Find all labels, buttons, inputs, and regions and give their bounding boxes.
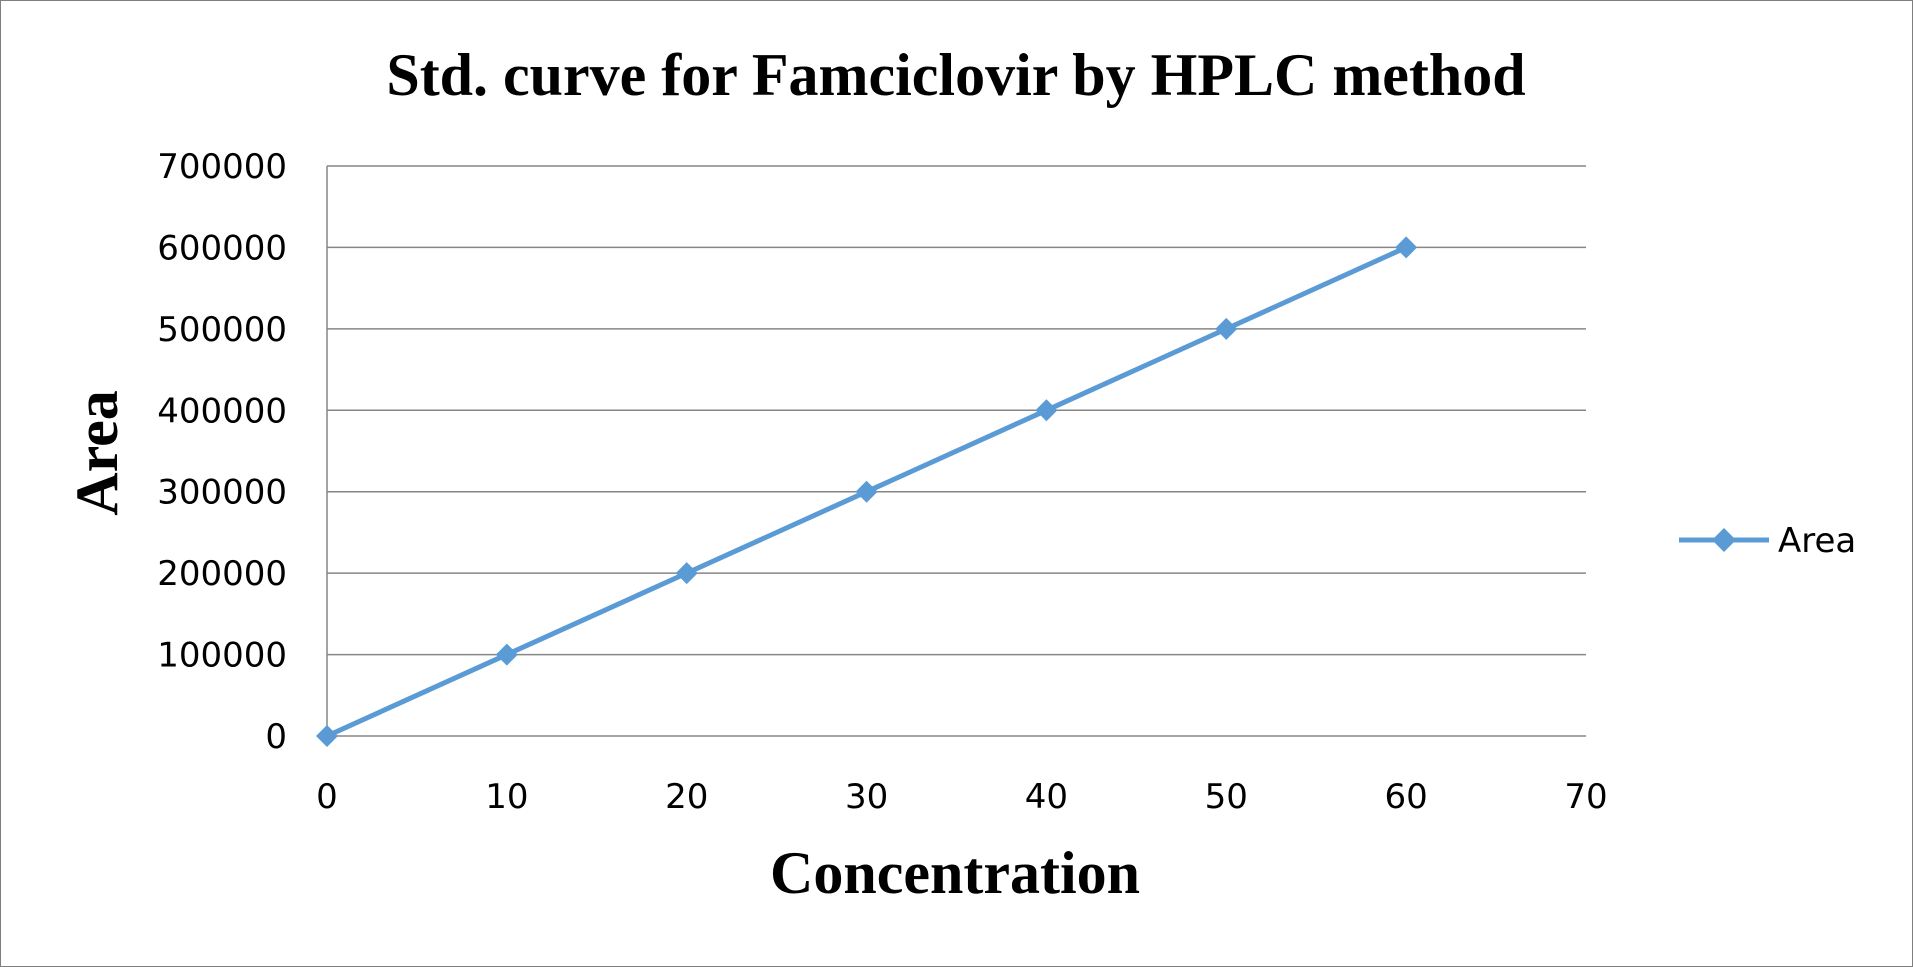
data-point-marker xyxy=(1215,317,1238,340)
x-axis-title: Concentration xyxy=(770,840,1140,906)
data-series xyxy=(316,236,1418,747)
y-tick-label-1: 100000 xyxy=(157,636,287,676)
x-tick-label-2: 20 xyxy=(665,777,708,817)
legend: Area xyxy=(1679,521,1856,561)
x-tick-label-5: 50 xyxy=(1205,777,1248,817)
y-tick-label-5: 500000 xyxy=(157,310,287,350)
y-axis-tick-labels: 0 100000 200000 300000 400000 500000 600000 700… xyxy=(157,147,287,757)
data-point-marker xyxy=(1035,399,1058,422)
y-tick-label-6: 600000 xyxy=(157,228,287,268)
y-tick-label-7: 700000 xyxy=(157,147,287,187)
data-point-marker xyxy=(1395,236,1418,259)
x-tick-label-1: 10 xyxy=(485,777,528,817)
chart-title: Std. curve for Famciclovir by HPLC metho… xyxy=(386,42,1525,108)
data-point-marker xyxy=(675,562,698,585)
x-tick-label-4: 40 xyxy=(1025,777,1068,817)
legend-marker-0 xyxy=(1712,528,1736,552)
x-tick-label-0: 0 xyxy=(316,777,338,817)
y-tick-label-4: 400000 xyxy=(157,391,287,431)
y-axis-title: Area xyxy=(64,390,130,516)
data-point-marker xyxy=(495,643,518,666)
data-point-marker xyxy=(316,725,338,747)
y-tick-label-2: 200000 xyxy=(157,554,287,594)
y-tick-label-3: 300000 xyxy=(157,473,287,513)
x-tick-label-3: 30 xyxy=(845,777,888,817)
y-tick-label-0: 0 xyxy=(265,717,287,757)
x-axis-tick-labels: 0 10 20 30 40 50 60 70 xyxy=(316,777,1607,817)
x-tick-label-7: 70 xyxy=(1564,777,1607,817)
legend-label-0: Area xyxy=(1778,521,1856,561)
gridlines xyxy=(326,165,1586,737)
data-point-marker xyxy=(855,480,878,503)
x-tick-label-6: 60 xyxy=(1385,777,1428,817)
